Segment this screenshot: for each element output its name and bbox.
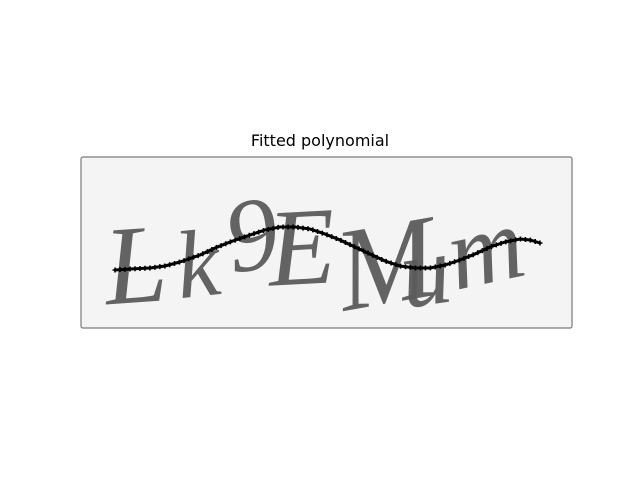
curve-marker: [498, 240, 504, 246]
curve-marker: [383, 258, 389, 264]
curve-marker: [402, 264, 408, 270]
curve-marker: [246, 232, 252, 238]
curve-marker: [442, 262, 448, 268]
curve-marker: [171, 260, 177, 266]
curve-marker: [132, 266, 138, 272]
curve-marker: [256, 229, 262, 235]
curve-marker: [265, 226, 271, 232]
curve-marker: [152, 264, 158, 270]
curve-marker: [532, 239, 538, 245]
curve-marker: [251, 231, 257, 237]
curve-marker: [333, 236, 339, 242]
curve-marker: [242, 234, 248, 240]
curve-marker: [452, 259, 458, 265]
curve-marker: [157, 264, 163, 270]
curve-marker: [305, 226, 311, 232]
curve-marker: [117, 267, 123, 273]
curve-marker: [280, 224, 286, 230]
curve-marker: [527, 237, 533, 243]
curve-marker: [137, 266, 143, 272]
curve-marker: [338, 237, 344, 243]
curve-marker: [275, 224, 281, 230]
curve-marker: [176, 259, 182, 265]
curve-marker: [122, 266, 128, 272]
curve-marker: [488, 244, 494, 250]
curve-marker: [351, 244, 357, 250]
curve-marker: [290, 224, 296, 230]
captcha-glyph: E: [263, 184, 338, 309]
curve-marker: [270, 225, 276, 231]
fitted-curve: [112, 224, 543, 273]
curve-marker: [503, 239, 509, 245]
curve-marker: [167, 262, 173, 268]
curve-marker: [342, 240, 348, 246]
curve-marker: [370, 252, 376, 258]
curve-marker: [466, 254, 472, 260]
curve-marker: [447, 260, 453, 266]
curve-marker: [147, 265, 153, 271]
curve-marker: [407, 264, 413, 270]
curve-marker: [537, 240, 543, 246]
captcha-glyphs: L k 9 E M u m: [98, 174, 534, 329]
curve-marker: [365, 250, 371, 256]
curve-marker: [522, 237, 528, 243]
curve-marker: [461, 255, 467, 261]
curve-marker: [209, 246, 215, 252]
curve-marker: [310, 227, 316, 233]
curve-markers: [112, 224, 543, 273]
captcha-glyph: L: [98, 201, 171, 329]
curve-marker: [412, 265, 418, 271]
curve-marker: [324, 232, 330, 238]
figure-title: Fitted polynomial: [250, 131, 390, 150]
curve-marker: [388, 260, 394, 266]
curve-marker: [470, 252, 476, 258]
curve-marker: [285, 224, 291, 230]
curve-marker: [260, 228, 266, 234]
curve-marker: [356, 246, 362, 252]
curve-marker: [127, 266, 133, 272]
curve-marker: [195, 253, 201, 259]
curve-marker: [223, 241, 229, 247]
curve-marker: [456, 257, 462, 263]
curve-marker: [374, 254, 380, 260]
curve-marker: [513, 237, 519, 243]
curve-marker: [427, 265, 433, 271]
curve-marker: [398, 263, 404, 269]
curve-marker: [162, 263, 168, 269]
curve-marker: [361, 248, 367, 254]
curve-marker: [347, 242, 353, 248]
curve-marker: [295, 224, 301, 230]
curve-marker: [315, 229, 321, 235]
captcha-image-frame: [80, 156, 573, 329]
curve-marker: [437, 263, 443, 269]
curve-marker: [508, 238, 514, 244]
curve-marker: [300, 225, 306, 231]
curve-marker: [112, 267, 118, 273]
curve-marker: [379, 256, 385, 262]
curve-marker: [232, 237, 238, 243]
curve-marker: [218, 243, 224, 249]
curve-marker: [200, 251, 206, 257]
curve-marker: [493, 242, 499, 248]
curve-marker: [227, 239, 233, 245]
curve-marker: [213, 244, 219, 250]
curve-marker: [186, 256, 192, 262]
curve-marker: [475, 250, 481, 256]
curve-marker: [484, 245, 490, 251]
curve-marker: [517, 236, 523, 242]
curve-marker: [142, 265, 148, 271]
curve-marker: [237, 236, 243, 242]
curve-marker: [417, 265, 423, 271]
curve-marker: [204, 249, 210, 255]
curve-marker: [319, 230, 325, 236]
curve-marker: [479, 248, 485, 254]
curve-marker: [329, 234, 335, 240]
curve-marker: [432, 264, 438, 270]
curve-marker: [190, 254, 196, 260]
curve-marker: [393, 262, 399, 268]
curve-marker: [181, 258, 187, 264]
curve-marker: [422, 265, 428, 271]
